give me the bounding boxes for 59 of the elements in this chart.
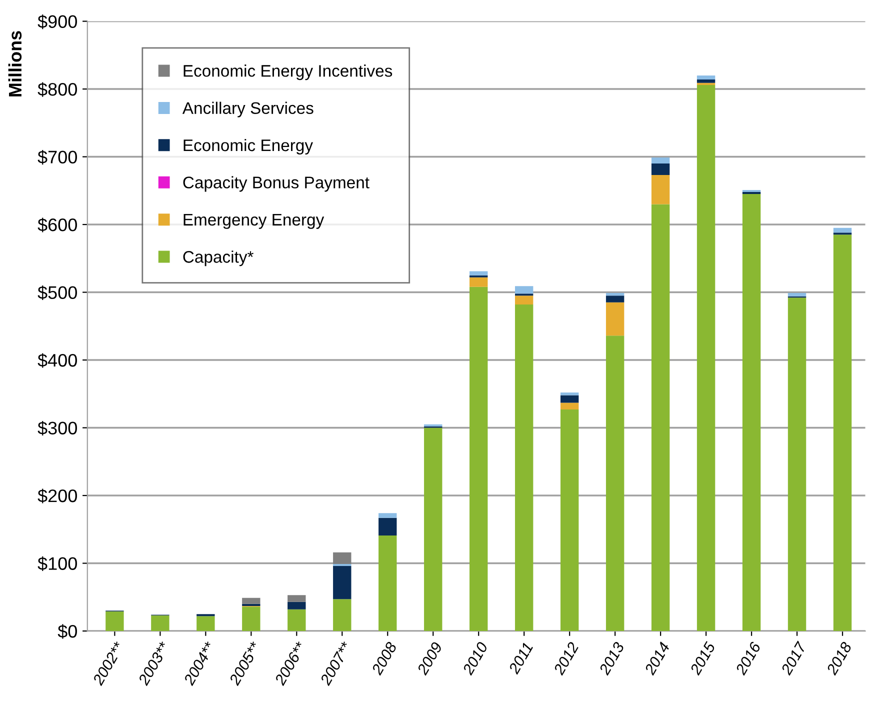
bar bbox=[333, 552, 352, 564]
bar bbox=[333, 599, 352, 632]
bar bbox=[833, 228, 852, 233]
bar bbox=[696, 80, 716, 83]
bar bbox=[470, 277, 488, 287]
bar bbox=[196, 616, 215, 632]
legend-label: Capacity Bonus Payment bbox=[183, 176, 370, 192]
bar bbox=[333, 566, 352, 600]
bar bbox=[833, 234, 852, 632]
legend-label: Ancillary Services bbox=[182, 102, 314, 118]
bar bbox=[651, 204, 670, 632]
bar bbox=[378, 513, 397, 518]
bar bbox=[288, 609, 306, 632]
legend-label: Capacity* bbox=[183, 250, 254, 266]
bar bbox=[242, 598, 260, 604]
bar bbox=[606, 302, 624, 336]
bar bbox=[470, 271, 488, 276]
y-tick-label: $800 bbox=[38, 82, 77, 97]
y-tick-label: $300 bbox=[38, 420, 77, 436]
bar bbox=[514, 296, 534, 304]
legend-label: Economic Energy Incentives bbox=[184, 64, 392, 80]
bar bbox=[378, 518, 397, 536]
bar bbox=[742, 194, 761, 632]
bar bbox=[560, 409, 579, 632]
bar bbox=[470, 286, 488, 632]
bar bbox=[560, 392, 579, 396]
bar bbox=[606, 292, 624, 296]
bar bbox=[788, 292, 806, 296]
bar bbox=[651, 164, 670, 176]
y-tick-label: $900 bbox=[38, 14, 77, 30]
bar bbox=[696, 84, 716, 632]
y-tick-label: $600 bbox=[38, 218, 77, 232]
legend-label: Emergency Energy bbox=[184, 214, 324, 229]
bar bbox=[424, 428, 442, 632]
bar bbox=[606, 296, 624, 302]
bar bbox=[788, 298, 806, 632]
bar bbox=[151, 615, 170, 632]
y-tick-label: $0 bbox=[58, 624, 77, 639]
bar bbox=[651, 157, 670, 164]
bar bbox=[514, 286, 534, 294]
y-tick-label: $400 bbox=[38, 353, 77, 368]
y-tick-label: $100 bbox=[38, 556, 77, 572]
y-tick-label: $500 bbox=[38, 285, 77, 300]
bar bbox=[288, 602, 306, 610]
y-axis-title: Millions bbox=[8, 31, 22, 96]
bar bbox=[242, 606, 260, 632]
y-tick-label: $700 bbox=[38, 150, 77, 165]
bar bbox=[288, 595, 306, 602]
bar bbox=[560, 402, 579, 410]
bar bbox=[378, 535, 397, 632]
bar bbox=[560, 395, 579, 403]
bar bbox=[651, 175, 670, 204]
y-tick-label: $200 bbox=[38, 488, 77, 504]
bar bbox=[514, 304, 534, 632]
bar bbox=[742, 192, 761, 194]
bar bbox=[106, 611, 124, 632]
bar bbox=[606, 336, 624, 632]
legend-label: Economic Energy bbox=[184, 138, 313, 155]
bar bbox=[696, 75, 716, 80]
